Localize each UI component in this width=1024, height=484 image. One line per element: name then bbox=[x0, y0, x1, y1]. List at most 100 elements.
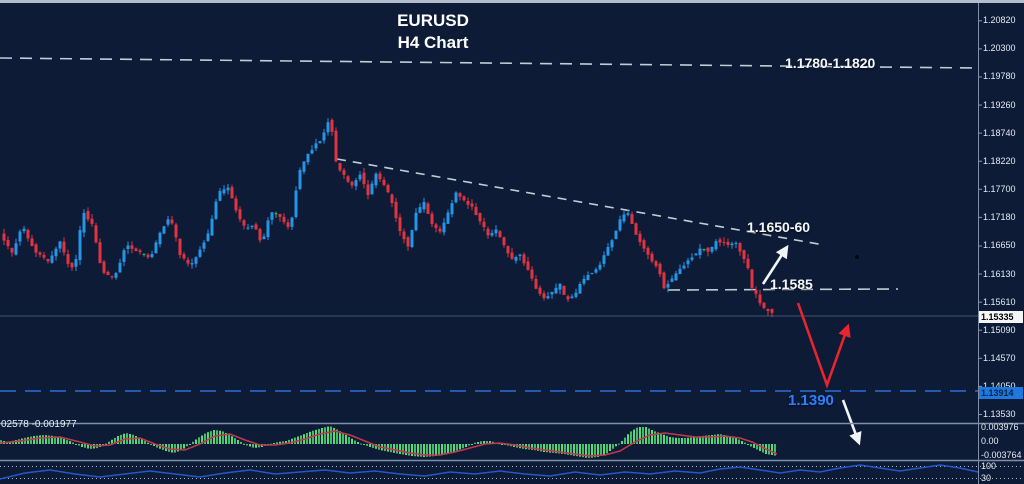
macd-bar bbox=[45, 435, 47, 444]
target-price-label: 1.1390 bbox=[788, 392, 834, 409]
candle-body bbox=[178, 238, 182, 255]
candle-body bbox=[594, 269, 598, 273]
annotation-line-0 bbox=[0, 57, 977, 69]
candle-body bbox=[250, 225, 254, 228]
candle-body bbox=[622, 214, 626, 222]
macd-bar bbox=[435, 444, 437, 456]
macd-scale-high: 0.003976 bbox=[981, 422, 1019, 432]
macd-bar bbox=[726, 435, 728, 444]
candle-body bbox=[470, 203, 474, 207]
candle-body bbox=[74, 259, 78, 267]
macd-bar bbox=[150, 444, 152, 445]
macd-bar bbox=[114, 437, 116, 444]
price-axis-label: 1.15090 bbox=[983, 324, 1016, 335]
candle-body bbox=[210, 218, 214, 236]
macd-bar bbox=[759, 444, 761, 451]
candle-body bbox=[646, 247, 650, 255]
macd-bar bbox=[333, 428, 335, 444]
macd-bar bbox=[444, 444, 446, 455]
macd-bar bbox=[624, 437, 626, 444]
macd-bar bbox=[705, 435, 707, 444]
candle-body bbox=[566, 296, 570, 300]
macd-bar bbox=[471, 444, 473, 445]
candle-body bbox=[138, 250, 142, 253]
macd-bar bbox=[63, 438, 65, 444]
candle-body bbox=[122, 250, 126, 262]
macd-bar bbox=[411, 444, 413, 456]
candle-body bbox=[10, 248, 14, 253]
red-arrow-6 bbox=[796, 302, 851, 389]
macd-bar bbox=[546, 444, 548, 453]
macd-bar bbox=[636, 427, 638, 444]
macd-bar bbox=[249, 444, 251, 447]
candle-body bbox=[126, 245, 130, 250]
osc-scale-high: 100 bbox=[981, 461, 997, 471]
macd-scale-low: -0.003764 bbox=[981, 450, 1022, 460]
macd-bar bbox=[324, 427, 326, 444]
candle-body bbox=[686, 260, 690, 265]
macd-bar bbox=[30, 436, 32, 444]
macd-bar bbox=[696, 436, 698, 444]
candle-body bbox=[466, 201, 470, 205]
candle-body bbox=[26, 229, 30, 239]
macd-bar bbox=[735, 438, 737, 444]
macd-bar bbox=[279, 441, 281, 444]
macd-bar bbox=[564, 444, 566, 455]
macd-bar bbox=[204, 433, 206, 444]
candle-body bbox=[366, 184, 370, 196]
candle-body bbox=[354, 180, 358, 187]
candle-body bbox=[606, 246, 610, 256]
macd-bar bbox=[501, 444, 503, 445]
candle-body bbox=[442, 222, 446, 233]
macd-bar bbox=[144, 440, 146, 444]
macd-bar bbox=[420, 444, 422, 457]
candle-body bbox=[22, 228, 26, 232]
candle-body bbox=[618, 219, 622, 231]
macd-bar bbox=[147, 442, 149, 444]
candle-body bbox=[458, 193, 462, 197]
candle-body bbox=[530, 269, 534, 279]
candle-body bbox=[278, 214, 282, 217]
candle-body bbox=[182, 254, 186, 259]
candle-body bbox=[510, 252, 514, 259]
macd-bar bbox=[618, 443, 620, 445]
candle-body bbox=[282, 216, 286, 223]
candle-body bbox=[514, 257, 518, 261]
macd-bar bbox=[561, 444, 563, 454]
candle-body bbox=[134, 248, 138, 252]
macd-bar bbox=[393, 444, 395, 453]
macd-bar bbox=[399, 444, 401, 454]
macd-bar bbox=[396, 444, 398, 454]
candle-body bbox=[478, 213, 482, 222]
candle-body bbox=[30, 238, 34, 247]
candle-body bbox=[638, 233, 642, 242]
macd-bar bbox=[183, 444, 185, 449]
macd-bar bbox=[714, 434, 716, 444]
macd-bar bbox=[549, 444, 551, 453]
macd-bar bbox=[42, 435, 44, 444]
candle-body bbox=[430, 213, 434, 224]
macd-bar bbox=[156, 444, 158, 448]
candle-body bbox=[654, 261, 658, 266]
candle-body bbox=[526, 261, 530, 270]
candle-body bbox=[578, 283, 582, 294]
macd-bar bbox=[180, 444, 182, 451]
price-axis-label: 1.13530 bbox=[983, 408, 1016, 419]
macd-bar bbox=[387, 444, 389, 452]
macd-signal-line bbox=[0, 430, 778, 457]
candle-body bbox=[762, 302, 766, 308]
macd-bar bbox=[195, 439, 197, 444]
candle-body bbox=[130, 245, 134, 249]
macd-bar bbox=[672, 437, 674, 444]
macd-bar bbox=[585, 444, 587, 458]
price-axis-label: 1.15610 bbox=[983, 296, 1016, 307]
candle-body bbox=[78, 230, 82, 261]
macd-bar bbox=[138, 437, 140, 444]
macd-bar bbox=[273, 443, 275, 444]
candle-body bbox=[398, 217, 402, 232]
macd-bar bbox=[60, 437, 62, 444]
candle-body bbox=[50, 255, 54, 263]
candle-body bbox=[614, 230, 618, 240]
macd-bar bbox=[105, 443, 107, 445]
